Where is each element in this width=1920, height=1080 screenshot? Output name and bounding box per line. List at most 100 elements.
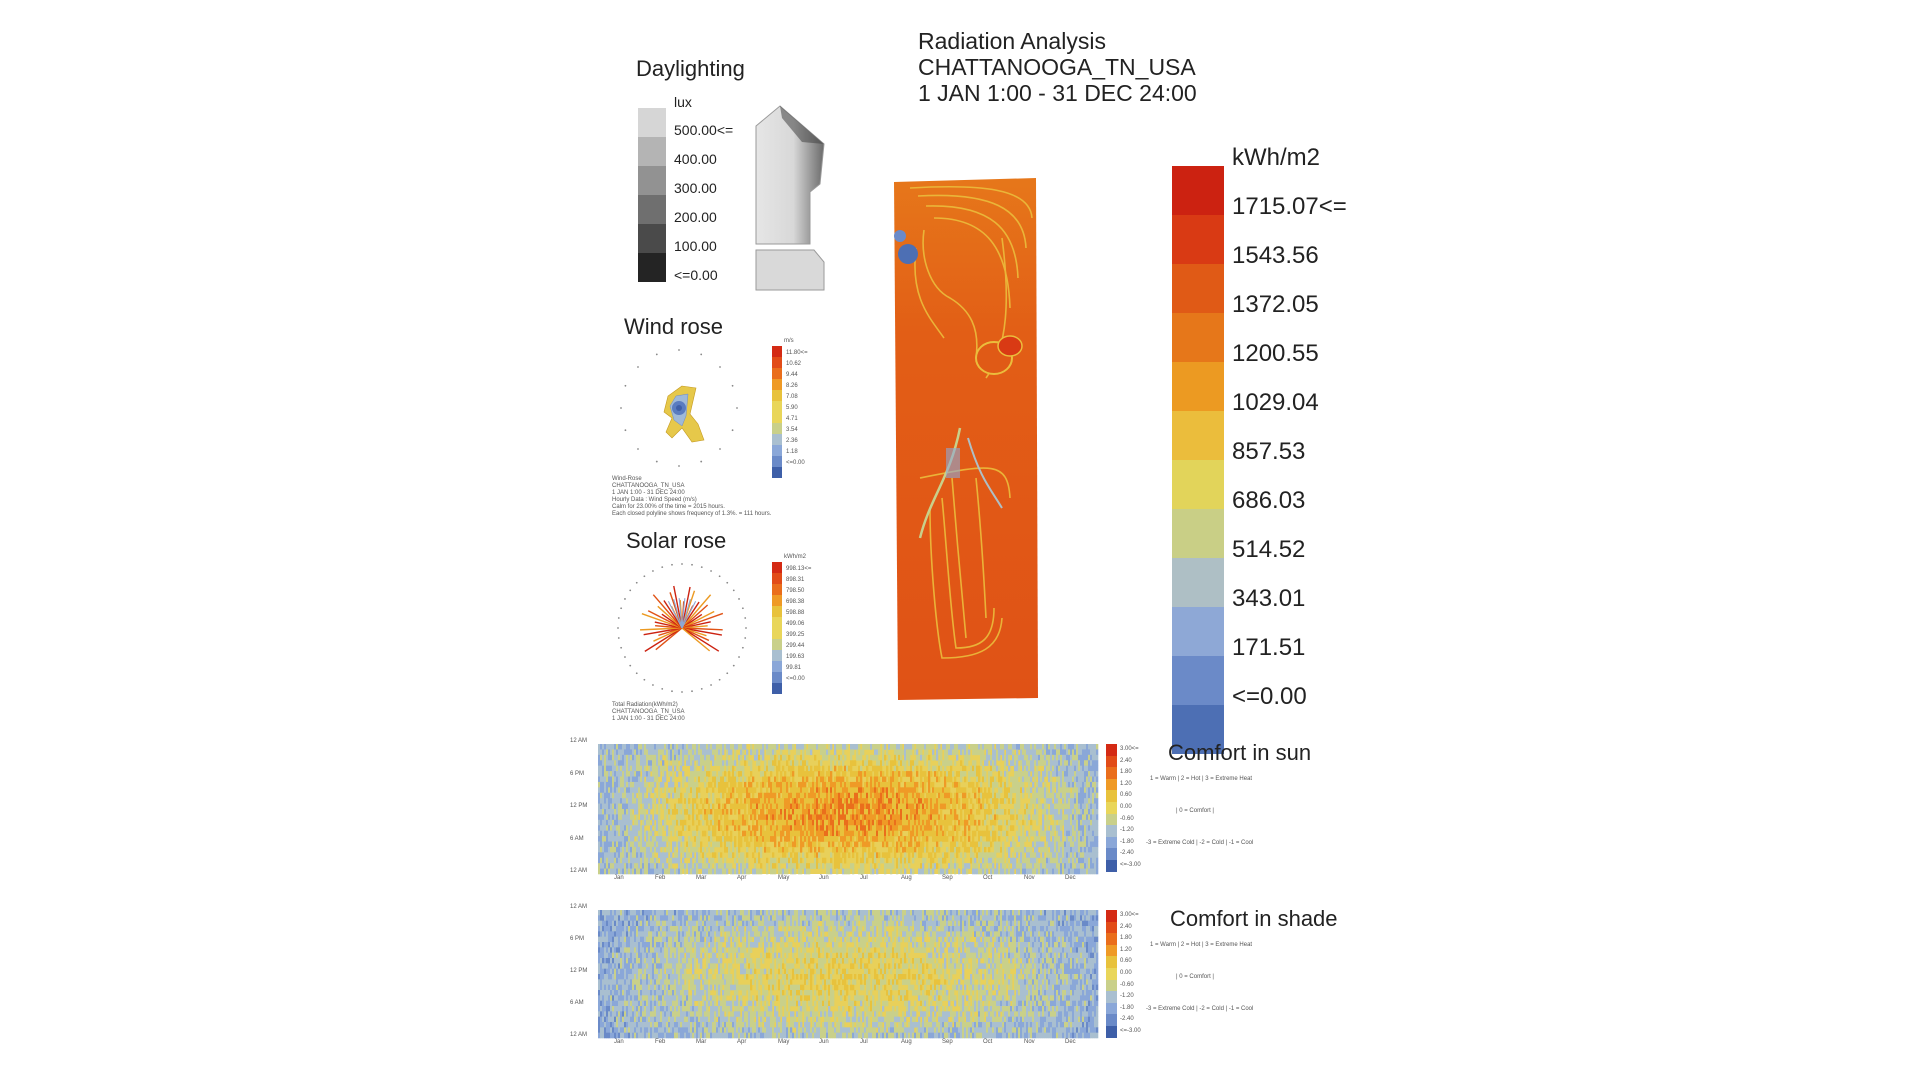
heatmap-cell: [926, 814, 929, 821]
heatmap-cell: [892, 857, 895, 864]
heatmap-cell: [608, 926, 611, 932]
heatmap-cell: [796, 819, 799, 826]
heatmap-cell: [994, 868, 997, 875]
heatmap-cell: [884, 830, 887, 837]
heatmap-cell: [1044, 798, 1047, 804]
heatmap-cell: [618, 836, 621, 842]
heatmap-cell: [604, 1027, 607, 1033]
heatmap-cell: [746, 868, 749, 875]
heatmap-cell: [712, 792, 715, 799]
heatmap-cell: [1072, 760, 1075, 766]
heatmap-cell: [1020, 754, 1023, 761]
heatmap-cell: [860, 754, 863, 761]
heatmap-cell: [822, 776, 825, 783]
heatmap-cell: [846, 765, 849, 772]
heatmap-cell: [1040, 803, 1043, 810]
heatmap-cell: [800, 765, 803, 772]
heatmap-cell: [1074, 771, 1077, 777]
heatmap-cell: [728, 760, 731, 766]
heatmap-cell: [812, 771, 815, 777]
heatmap-cell: [904, 744, 907, 750]
heatmap-cell: [762, 830, 765, 837]
heatmap-cell: [846, 830, 849, 837]
heatmap-cell: [1020, 863, 1023, 869]
heatmap-cell: [1034, 830, 1037, 837]
heatmap-cell: [778, 825, 781, 831]
heatmap-cell: [1060, 771, 1063, 777]
heatmap-cell: [914, 787, 917, 794]
heatmap-cell: [800, 814, 803, 821]
heatmap-cell: [626, 798, 629, 804]
heatmap-cell: [930, 798, 933, 804]
heatmap-cell: [602, 830, 605, 837]
heatmap-cell: [668, 830, 671, 837]
heatmap-cell: [894, 765, 897, 772]
heatmap-cell: [1002, 868, 1005, 875]
heatmap-cell: [602, 760, 605, 766]
heatmap-cell: [652, 836, 655, 842]
heatmap-cell: [696, 857, 699, 864]
comfort-legend-swatch: [1106, 802, 1117, 814]
heatmap-cell: [1010, 776, 1013, 783]
heatmap-cell: [760, 744, 763, 750]
heatmap-cell: [690, 809, 693, 815]
heatmap-cell: [944, 787, 947, 794]
heatmap-cell: [1066, 744, 1069, 750]
heatmap-cell: [806, 836, 809, 842]
heatmap-cell: [906, 819, 909, 826]
heatmap-cell: [864, 852, 867, 859]
heatmap-cell: [970, 841, 973, 848]
heatmap-cell: [610, 819, 613, 826]
heatmap-cell: [928, 814, 931, 821]
heatmap-cell: [754, 809, 757, 815]
heatmap-cell: [746, 836, 749, 842]
heatmap-cell: [986, 857, 989, 864]
heatmap-cell: [754, 836, 757, 842]
heatmap-cell: [1032, 781, 1035, 788]
heatmap-cell: [1082, 830, 1085, 837]
heatmap-cell: [750, 744, 753, 750]
heatmap-cell: [838, 771, 841, 777]
heatmap-cell: [804, 825, 807, 831]
heatmap-cell: [608, 915, 611, 921]
heatmap-cell: [658, 814, 661, 821]
heatmap-cell: [742, 749, 745, 756]
heatmap-cell: [936, 787, 939, 794]
heatmap-cell: [630, 857, 633, 864]
heatmap-cell: [842, 852, 845, 859]
heatmap-cell: [918, 836, 921, 842]
heatmap-cell: [808, 863, 811, 869]
heatmap-cell: [878, 819, 881, 826]
heatmap-cell: [982, 852, 985, 859]
heatmap-cell: [1076, 814, 1079, 821]
heatmap-cell: [658, 841, 661, 848]
heatmap-cell: [1064, 760, 1067, 766]
heatmap-cell: [990, 798, 993, 804]
heatmap-cell: [1094, 863, 1097, 869]
heatmap-cell: [868, 771, 871, 777]
heatmap-cell: [1042, 868, 1045, 875]
heatmap-cell: [600, 979, 603, 985]
heatmap-cell: [720, 744, 723, 750]
heatmap-cell: [876, 787, 879, 794]
heatmap-cell: [722, 765, 725, 772]
heatmap-cell: [818, 776, 821, 783]
heatmap-cell: [638, 760, 641, 766]
heatmap-cell: [964, 814, 967, 821]
heatmap-cell: [1046, 809, 1049, 815]
heatmap-cell: [704, 868, 707, 875]
heatmap-cell: [816, 857, 819, 864]
heatmap-cell: [920, 852, 923, 859]
heatmap-cell: [922, 825, 925, 831]
heatmap-cell: [1072, 852, 1075, 859]
heatmap-cell: [628, 825, 631, 831]
heatmap-cell: [828, 836, 831, 842]
solar-ray: [667, 601, 683, 629]
heatmap-cell: [794, 809, 797, 815]
heatmap-cell: [872, 765, 875, 772]
heatmap-cell: [948, 803, 951, 810]
heatmap-cell: [692, 792, 695, 799]
comfort-legend-swatch: [1106, 825, 1117, 837]
heatmap-cell: [720, 781, 723, 788]
heatmap-cell: [1014, 846, 1017, 853]
